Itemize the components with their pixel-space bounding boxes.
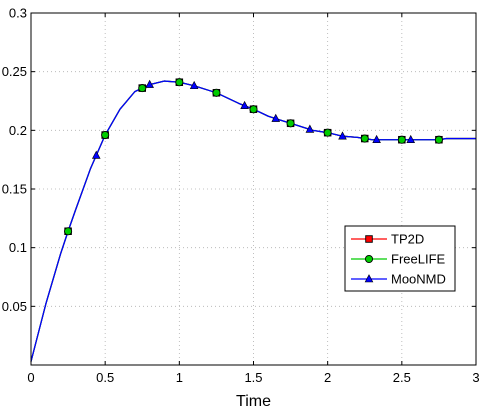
data-point-moonmd [338,131,347,140]
data-point-freelife [323,128,332,137]
legend-marker-tp2d [365,235,373,243]
series-markers [64,78,443,236]
grid-lines [31,13,476,365]
legend-marker-moonmd [364,274,374,283]
x-tick-label: 0.5 [96,370,114,385]
x-tick-label: 3 [472,370,479,385]
x-tick-label: 1 [176,370,183,385]
data-point-moonmd [240,100,249,109]
data-point-moonmd [189,80,199,90]
data-point-moonmd [372,134,381,144]
data-point-moonmd [91,150,101,159]
data-point-freelife [397,135,406,144]
data-point-moonmd [305,124,315,133]
y-tick-label: 0.15 [2,182,27,197]
y-tick-label: 0.3 [9,6,27,21]
x-tick-label: 2 [324,370,331,385]
data-point-freelife [101,130,110,140]
y-tick-label: 0.25 [2,64,27,79]
data-point-freelife [175,78,184,87]
legend-label-moonmd: MooNMD [391,272,446,287]
axis-ticks [30,12,477,365]
data-point-freelife [249,105,258,114]
data-point-freelife [64,227,73,236]
y-tick-label: 0.2 [9,123,27,138]
x-tick-label: 1.5 [244,370,262,385]
data-point-moonmd [145,79,154,88]
data-point-freelife [138,84,147,93]
data-point-freelife [286,119,295,128]
data-point-freelife [434,135,443,144]
legend-label-freelife: FreeLIFE [391,252,446,267]
y-tick-label: 0.05 [2,299,27,314]
data-point-moonmd [271,113,281,122]
x-axis-label: Time [236,393,271,410]
data-point-moonmd [406,134,416,144]
data-point-freelife [360,134,369,143]
y-tick-label: 0.1 [9,240,27,255]
x-tick-label: 2.5 [393,370,411,385]
x-tick-label: 0 [27,370,34,385]
legend-marker-freelife [364,254,374,264]
y-tick-labels: 0.05 0.1 0.15 0.2 0.25 0.3 [2,6,27,314]
data-point-freelife [212,88,221,97]
x-tick-labels: 0 0.5 1 1.5 2 2.5 3 [27,370,479,385]
legend: TP2D FreeLIFE MooNMD [344,225,456,292]
legend-label-tp2d: TP2D [391,232,424,247]
